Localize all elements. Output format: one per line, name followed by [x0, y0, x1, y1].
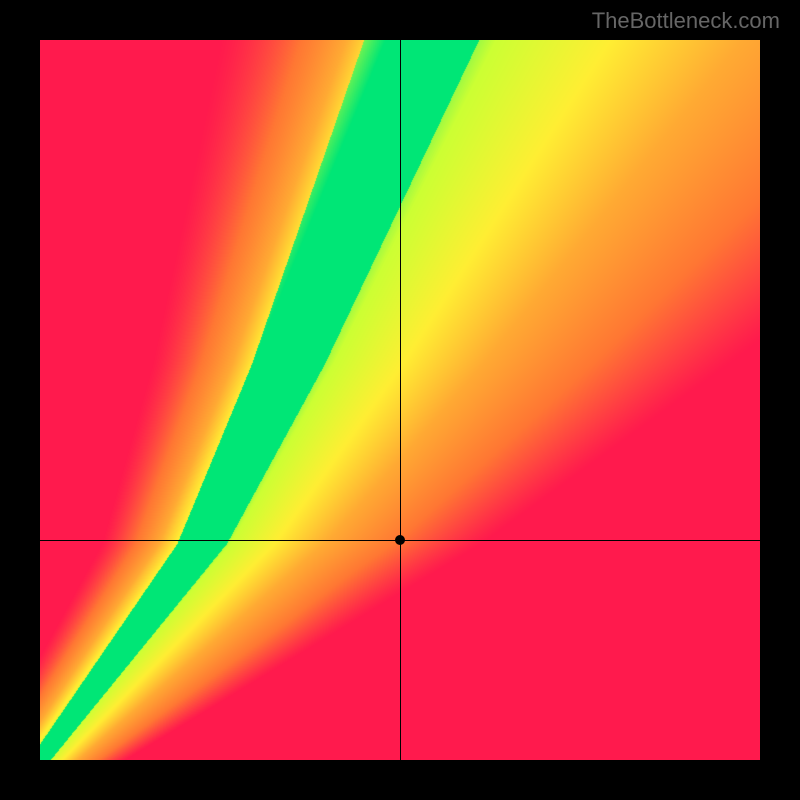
watermark-text: TheBottleneck.com	[592, 8, 780, 34]
heatmap-plot-area	[40, 40, 760, 760]
crosshair-marker	[395, 535, 405, 545]
crosshair-vertical	[400, 40, 401, 760]
